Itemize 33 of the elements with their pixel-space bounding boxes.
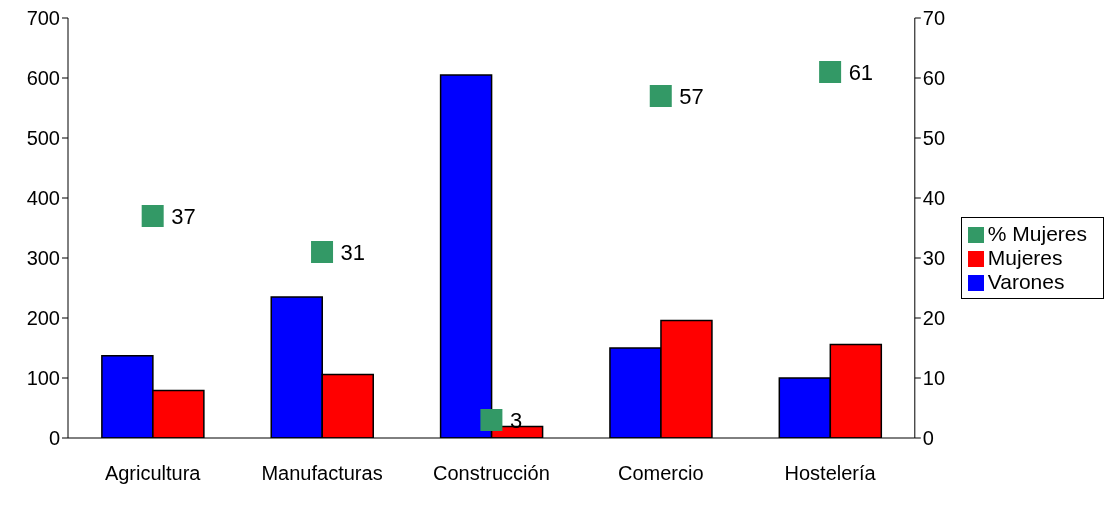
y-tick-label: 0 <box>48 427 60 450</box>
point <box>819 61 842 83</box>
y2-tick-label: 40 <box>922 187 946 210</box>
point <box>141 205 164 227</box>
y-tick-label: 700 <box>26 7 60 30</box>
y2-tick-label: 60 <box>922 67 946 90</box>
y-tick-label: 400 <box>26 187 60 210</box>
y-tick-label: 100 <box>26 367 60 390</box>
y-tick-label: 300 <box>26 247 60 270</box>
x-tick-label: Hostelería <box>784 462 877 485</box>
y-tick-label: 600 <box>26 67 60 90</box>
legend-label: Mujeres <box>987 246 1063 269</box>
y2-tick-label: 20 <box>922 307 946 330</box>
x-tick-label: Manufacturas <box>261 462 383 485</box>
y-tick-label: 500 <box>26 127 60 150</box>
point <box>649 85 672 107</box>
data-label: 31 <box>340 239 366 265</box>
y2-tick-label: 70 <box>922 7 946 30</box>
point <box>311 241 334 263</box>
data-label: 61 <box>848 59 874 85</box>
y2-tick-label: 30 <box>922 247 946 270</box>
x-tick-label: Construcción <box>433 462 550 485</box>
y2-tick-label: 10 <box>922 367 946 390</box>
legend-label: Varones <box>987 270 1065 293</box>
x-tick-label: Agricultura <box>104 462 202 485</box>
data-label: 57 <box>679 83 704 109</box>
data-label: 37 <box>171 203 196 229</box>
y2-tick-label: 0 <box>922 427 934 450</box>
x-tick-label: Comercio <box>617 462 704 485</box>
y-tick-label: 200 <box>26 307 60 330</box>
y2-tick-label: 50 <box>922 127 946 150</box>
legend-label: % Mujeres <box>987 222 1087 245</box>
point <box>480 409 503 431</box>
